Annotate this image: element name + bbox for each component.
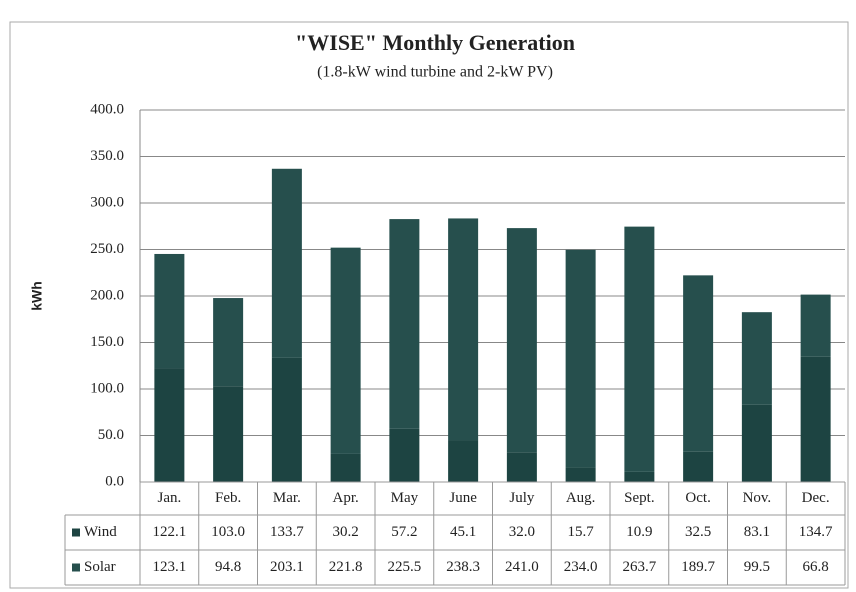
x-tick-label: Aug. <box>566 490 596 506</box>
bar-segment <box>506 452 537 482</box>
table-value: 241.0 <box>505 559 539 575</box>
bar-segment <box>565 249 596 468</box>
bar-segment <box>624 471 655 482</box>
x-tick-label: Apr. <box>333 490 359 506</box>
bar-segment <box>565 467 596 482</box>
bar-segment <box>683 275 714 452</box>
x-tick-label: Sept. <box>624 490 654 506</box>
x-tick-label: May <box>391 490 419 506</box>
y-tick-label: 100.0 <box>90 380 124 396</box>
table-value: 123.1 <box>153 559 187 575</box>
y-tick-label: 200.0 <box>90 287 124 303</box>
table-value: 32.5 <box>685 524 711 540</box>
bar-segment <box>271 357 302 482</box>
bar-segment <box>506 228 537 453</box>
table-value: 15.7 <box>568 524 595 540</box>
table-value: 10.9 <box>626 524 652 540</box>
bar-segment <box>213 386 244 482</box>
y-tick-label: 400.0 <box>90 101 124 117</box>
x-tick-label: Nov. <box>743 490 772 506</box>
bar-segment <box>800 294 831 357</box>
y-tick-label: 300.0 <box>90 194 124 210</box>
bar-segment <box>624 226 655 472</box>
chart-title: "WISE" Monthly Generation <box>295 30 575 55</box>
bar-segment <box>448 440 479 482</box>
bar-segment <box>683 451 714 482</box>
table-value: 221.8 <box>329 559 363 575</box>
bar-segment <box>271 168 302 358</box>
x-tick-label: Oct. <box>685 490 710 506</box>
table-value: 122.1 <box>153 524 187 540</box>
bar-segment <box>154 368 185 482</box>
table-value: 203.1 <box>270 559 304 575</box>
table-value: 66.8 <box>803 559 829 575</box>
bar-segment <box>154 253 185 369</box>
y-axis-label: kWh <box>29 281 45 311</box>
y-tick-label: 0.0 <box>105 473 124 489</box>
x-tick-label: June <box>449 490 477 506</box>
chart-subtitle: (1.8-kW wind turbine and 2-kW PV) <box>317 64 553 81</box>
bar-segment <box>389 219 420 429</box>
table-value: 225.5 <box>388 559 422 575</box>
table-value: 133.7 <box>270 524 304 540</box>
table-value: 189.7 <box>681 559 715 575</box>
x-tick-label: Dec. <box>802 490 830 506</box>
bar-segment <box>389 428 420 482</box>
y-tick-label: 250.0 <box>90 241 124 257</box>
table-value: 94.8 <box>215 559 241 575</box>
table-value: 57.2 <box>391 524 417 540</box>
x-tick-label: Mar. <box>273 490 301 506</box>
legend-label: Wind <box>84 524 117 540</box>
y-tick-label: 50.0 <box>98 427 124 443</box>
legend-swatch <box>72 528 80 537</box>
table-value: 103.0 <box>211 524 245 540</box>
table-value: 263.7 <box>623 559 657 575</box>
x-tick-label: Jan. <box>158 490 182 506</box>
x-tick-label: July <box>509 490 535 506</box>
legend-label: Solar <box>84 559 116 575</box>
table-value: 45.1 <box>450 524 476 540</box>
y-tick-label: 350.0 <box>90 148 124 164</box>
bar-segment <box>448 218 479 441</box>
x-tick-label: Feb. <box>215 490 241 506</box>
bar-segment <box>800 356 831 482</box>
bar-segment <box>741 404 772 482</box>
table-value: 238.3 <box>446 559 480 575</box>
table-value: 234.0 <box>564 559 598 575</box>
bar-segment <box>213 298 244 387</box>
bar-segment <box>330 453 361 482</box>
bar-segment <box>741 312 772 405</box>
table-value: 83.1 <box>744 524 770 540</box>
legend-swatch <box>72 563 80 572</box>
table-value: 30.2 <box>333 524 359 540</box>
table-value: 134.7 <box>799 524 833 540</box>
table-value: 99.5 <box>744 559 770 575</box>
y-tick-label: 150.0 <box>90 334 124 350</box>
bar-segment <box>330 247 361 454</box>
chart-border <box>9 21 849 589</box>
table-value: 32.0 <box>509 524 535 540</box>
